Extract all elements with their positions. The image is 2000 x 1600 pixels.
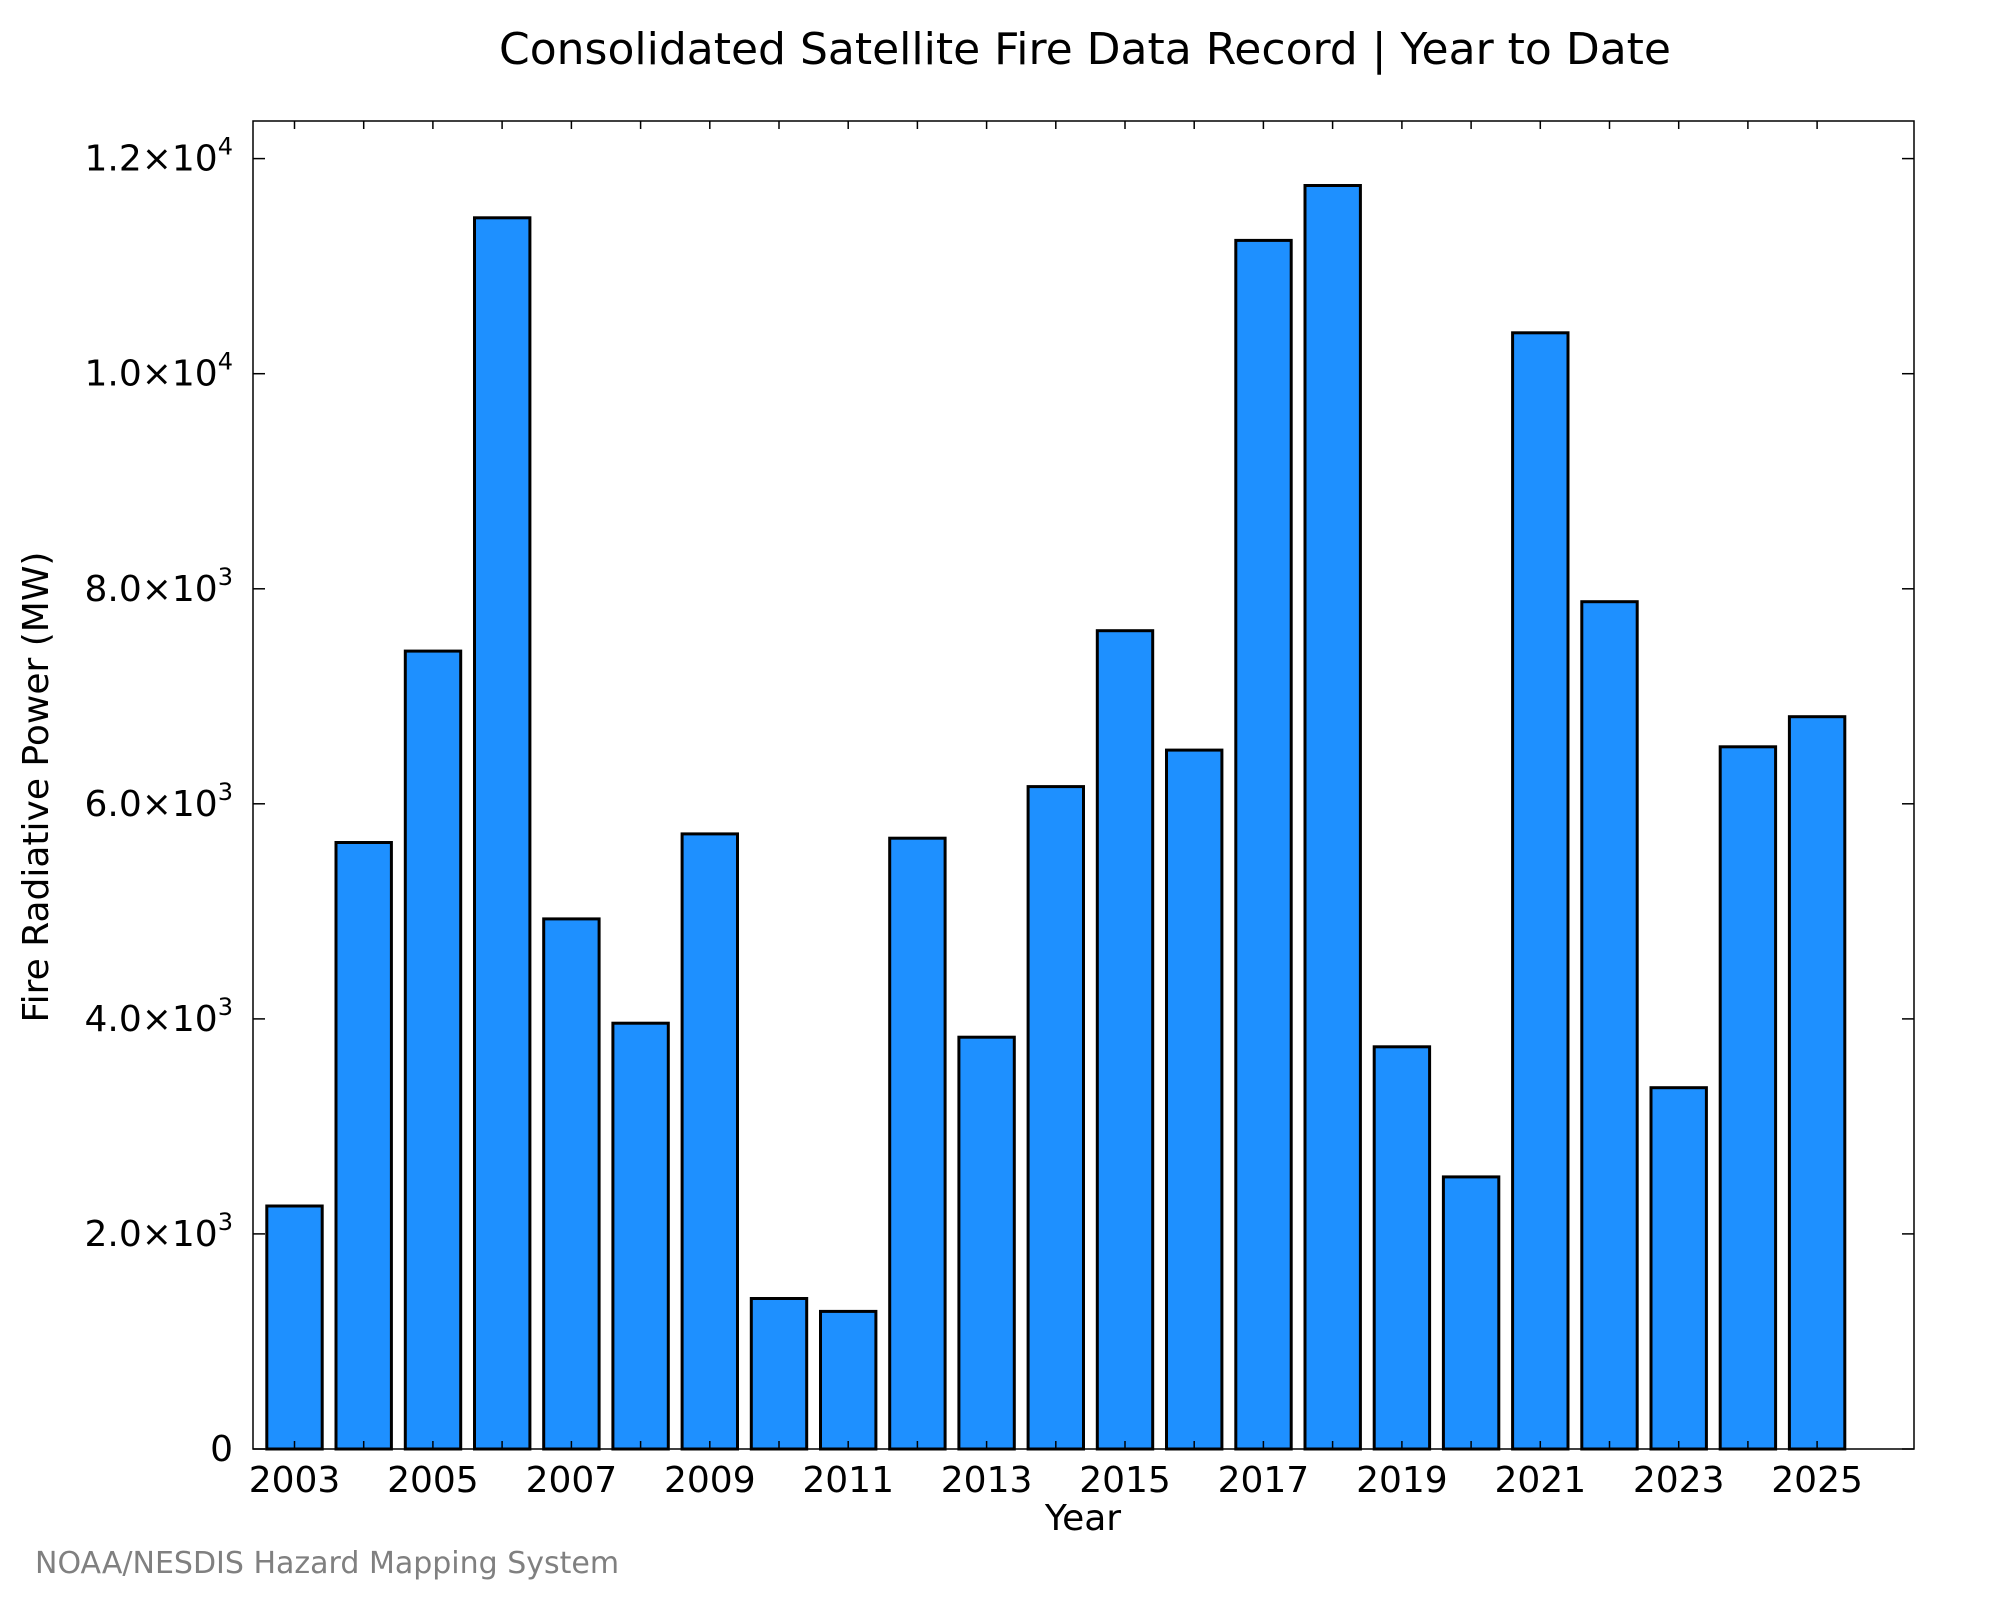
chart-title: Consolidated Satellite Fire Data Record …	[499, 24, 1671, 75]
x-tick-label-2017: 2017	[1218, 1460, 1310, 1501]
bar-2019	[1372, 1045, 1432, 1451]
x-tick-label-2005: 2005	[387, 1460, 479, 1501]
bar-2009	[680, 832, 739, 1451]
x-tick-label-2021: 2021	[1494, 1460, 1586, 1501]
bar-2011	[819, 1309, 878, 1451]
bar-2016	[1165, 748, 1224, 1451]
bar-2023	[1649, 1086, 1708, 1451]
bar-2007	[542, 917, 601, 1451]
bar-2013	[957, 1035, 1016, 1451]
y-tick-label-0: 0	[210, 1429, 233, 1470]
bar-2020	[1441, 1175, 1501, 1451]
x-tick-label-2023: 2023	[1633, 1460, 1725, 1501]
y-tick-label-4000: 4.0×103	[84, 993, 233, 1040]
x-tick-label-2025: 2025	[1771, 1460, 1863, 1501]
y-tick-label-12000: 1.2×104	[84, 133, 233, 180]
y-tick-label-6000: 6.0×103	[84, 778, 233, 825]
bar-2021	[1511, 331, 1570, 1451]
x-axis-label: Year	[1044, 1498, 1121, 1539]
bar-2017	[1234, 238, 1293, 1451]
bars-group	[265, 184, 1847, 1451]
bar-2015	[1095, 629, 1155, 1451]
x-tick-label-2003: 2003	[249, 1460, 341, 1501]
y-tick-label-2000: 2.0×103	[84, 1208, 233, 1255]
bar-2025	[1787, 715, 1847, 1451]
y-tick-labels: 0 2.0×103 4.0×103 6.0×103 8.0×103 1.0×104 1.2×…	[84, 133, 233, 1470]
x-tick-label-2009: 2009	[664, 1460, 756, 1501]
bar-2014	[1026, 785, 1085, 1451]
x-tick-label-2013: 2013	[941, 1460, 1033, 1501]
x-tick-label-2011: 2011	[802, 1460, 894, 1501]
y-axis-label: Fire Radiative Power (MW)	[16, 552, 57, 1023]
bar-2005	[403, 649, 463, 1451]
y-tick-label-10000: 1.0×104	[84, 348, 233, 395]
x-tick-label-2015: 2015	[1079, 1460, 1171, 1501]
bar-2010	[749, 1297, 809, 1451]
x-tick-label-2007: 2007	[526, 1460, 618, 1501]
bar-2024	[1718, 745, 1778, 1451]
bar-2003	[265, 1204, 324, 1451]
source-credit: NOAA/NESDIS Hazard Mapping System	[35, 1546, 619, 1581]
bar-2006	[473, 216, 532, 1451]
axis-ticks	[253, 121, 1914, 1450]
x-tick-labels: 2003 2005 2007 2009 2011 2013 2015 2017 2019 2021…	[249, 1460, 1863, 1501]
bar-2018	[1303, 184, 1362, 1451]
y-tick-label-8000: 8.0×103	[84, 563, 233, 610]
bar-2008	[611, 1021, 670, 1451]
plot-frame	[252, 120, 1915, 1450]
bar-2012	[888, 836, 947, 1451]
bar-2004	[334, 841, 393, 1451]
x-tick-label-2019: 2019	[1356, 1460, 1448, 1501]
bar-2022	[1580, 600, 1639, 1451]
